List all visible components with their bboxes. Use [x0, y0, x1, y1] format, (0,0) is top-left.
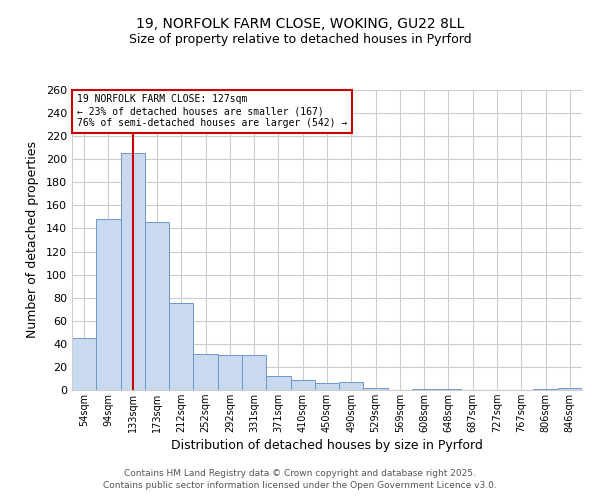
Bar	[145, 222, 169, 390]
Text: Contains HM Land Registry data © Crown copyright and database right 2025.: Contains HM Land Registry data © Crown c…	[124, 468, 476, 477]
Text: Size of property relative to detached houses in Pyrford: Size of property relative to detached ho…	[128, 32, 472, 46]
X-axis label: Distribution of detached houses by size in Pyrford: Distribution of detached houses by size …	[171, 439, 483, 452]
Bar	[533, 389, 558, 390]
Bar	[364, 388, 388, 390]
Bar	[72, 338, 96, 390]
Bar	[315, 383, 339, 390]
Bar	[193, 354, 218, 390]
Bar	[266, 376, 290, 390]
Bar	[121, 154, 145, 390]
Text: Contains public sector information licensed under the Open Government Licence v3: Contains public sector information licen…	[103, 481, 497, 490]
Bar	[339, 382, 364, 390]
Bar	[218, 356, 242, 390]
Bar	[436, 389, 461, 390]
Bar	[169, 304, 193, 390]
Bar	[242, 356, 266, 390]
Y-axis label: Number of detached properties: Number of detached properties	[26, 142, 39, 338]
Text: 19 NORFOLK FARM CLOSE: 127sqm
← 23% of detached houses are smaller (167)
76% of : 19 NORFOLK FARM CLOSE: 127sqm ← 23% of d…	[77, 94, 347, 128]
Bar	[412, 389, 436, 390]
Text: 19, NORFOLK FARM CLOSE, WOKING, GU22 8LL: 19, NORFOLK FARM CLOSE, WOKING, GU22 8LL	[136, 18, 464, 32]
Bar	[290, 380, 315, 390]
Bar	[558, 388, 582, 390]
Bar	[96, 219, 121, 390]
